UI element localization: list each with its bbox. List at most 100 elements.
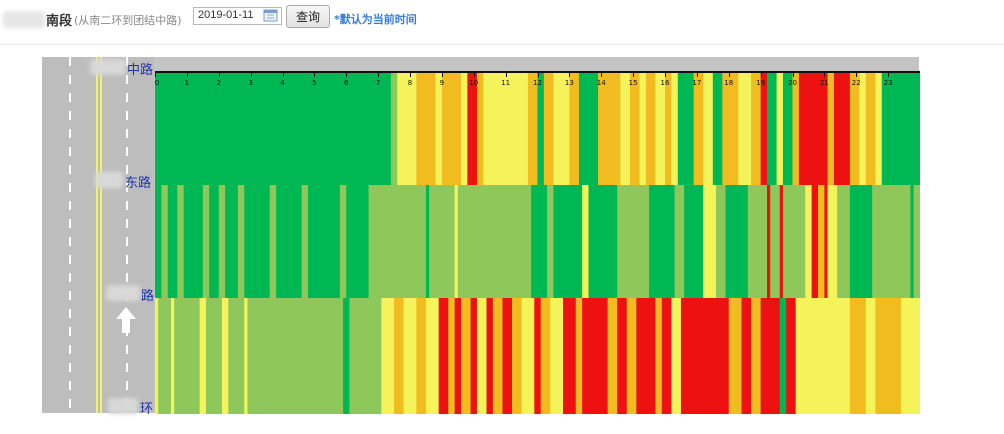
axis-tick (282, 71, 284, 77)
road-label-2: 东路 (125, 176, 152, 191)
heat-segment (913, 185, 920, 298)
traffic-heatmap: 0 1 2 3 4 5 6 7 8 9 10 11 12 13 14 15 16 17 18 19 20 21 22 23 (155, 71, 920, 414)
heat-segment (174, 298, 201, 414)
heat-segment (849, 71, 860, 185)
road-label-1: 中路 (127, 63, 154, 78)
heat-segment (397, 71, 417, 185)
axis-tick (760, 71, 762, 77)
tick-label: 4 (280, 79, 285, 87)
heat-segment (390, 71, 398, 185)
heat-segment (703, 185, 717, 298)
heat-segment (228, 298, 245, 414)
heat-segment (486, 298, 494, 414)
heat-segment (636, 298, 656, 414)
heat-segment (747, 185, 768, 298)
heat-segment (247, 298, 344, 414)
tick-label: 21 (819, 79, 829, 87)
tick-label: 19 (756, 79, 766, 87)
heat-segment (680, 298, 730, 414)
heat-segment (751, 298, 762, 414)
heat-segment (537, 71, 545, 185)
heat-segment (454, 185, 459, 298)
heat-segment (645, 71, 656, 185)
tick-label: 16 (660, 79, 670, 87)
heat-segment (751, 71, 762, 185)
heat-segment (582, 185, 589, 298)
heat-segment (563, 298, 577, 414)
tick-label: 9 (439, 79, 445, 87)
road-label-3: 路 (141, 289, 155, 304)
heat-segment (237, 185, 245, 298)
heat-segment (881, 71, 920, 185)
heat-segment (865, 298, 876, 414)
query-button[interactable]: 查询 (286, 5, 330, 28)
heat-segment (693, 71, 704, 185)
heat-segment (177, 185, 185, 298)
heat-segment (435, 71, 443, 185)
heat-segment (760, 71, 768, 185)
tick-label: 15 (628, 79, 638, 87)
redacted-road-name (3, 11, 45, 28)
heat-segment (461, 298, 471, 414)
heat-segment (339, 185, 347, 298)
axis-tick (792, 71, 794, 77)
heat-segment (722, 71, 739, 185)
tick-label: 1 (184, 79, 190, 87)
heat-segment (661, 298, 672, 414)
redacted-label (90, 59, 126, 75)
heat-segment (875, 298, 889, 414)
heat-segment (872, 185, 911, 298)
divider (0, 44, 1004, 45)
heat-segment (394, 298, 405, 414)
heat-segment (425, 298, 440, 414)
axis-tick (186, 71, 188, 77)
heat-segment (805, 185, 813, 298)
heat-segment (553, 71, 570, 185)
heat-segment (448, 298, 456, 414)
heat-segment (476, 298, 487, 414)
heat-segment (655, 71, 666, 185)
heat-segment (900, 298, 920, 414)
road-segment-title: 南段 (46, 14, 73, 29)
redacted-label (95, 172, 123, 188)
heat-segment (782, 71, 793, 185)
heat-segment (818, 185, 825, 298)
heat-segment (269, 185, 277, 298)
tick-label: 6 (344, 79, 349, 87)
heat-segment (221, 298, 229, 414)
heat-segment (833, 71, 851, 185)
axis-tick (410, 71, 411, 77)
heat-segment (782, 185, 806, 298)
heat-segment (225, 185, 239, 298)
axis-tick (155, 71, 156, 77)
heatmap-bars (155, 71, 920, 414)
heat-segment (276, 185, 303, 298)
heat-segment (728, 298, 742, 414)
heat-segment (779, 185, 784, 298)
heat-segment (655, 298, 663, 414)
heat-segment (779, 298, 787, 414)
heat-segment (441, 71, 452, 185)
tick-label: 18 (724, 79, 734, 87)
axis-tick (601, 71, 603, 77)
heat-segment (183, 185, 204, 298)
tick-label: 17 (692, 79, 702, 87)
date-field[interactable]: 2019-01-11 (193, 7, 282, 25)
calendar-icon[interactable] (263, 8, 278, 22)
axis-tick (569, 71, 571, 77)
heat-segment (629, 71, 640, 185)
tick-label: 14 (596, 79, 606, 87)
heat-segment (674, 185, 685, 298)
heat-segment (416, 298, 427, 414)
heat-segment (617, 185, 650, 298)
tick-label: 23 (883, 79, 893, 87)
heat-segment (553, 185, 583, 298)
heat-segment (671, 71, 679, 185)
heat-segment (716, 185, 726, 298)
heat-segment (543, 71, 554, 185)
heat-segment (161, 185, 169, 298)
heat-segment (403, 298, 417, 414)
heat-segment (349, 298, 382, 414)
heat-segment (416, 71, 436, 185)
heat-segment (712, 71, 723, 185)
